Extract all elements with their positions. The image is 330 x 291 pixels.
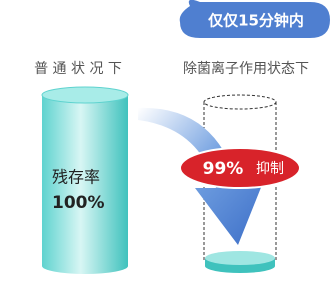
left-caption: 普 通 状 况 下: [34, 61, 122, 77]
illustration: 仅仅15分钟内 普 通 状 况 下 除菌离子作用状态下 残存率 100% 99%…: [0, 0, 330, 287]
bubble-text: 仅仅15分钟内: [207, 12, 304, 30]
left-label: 残存率: [52, 168, 100, 187]
left-value: 100%: [52, 193, 105, 213]
badge-value: 99%: [203, 159, 244, 179]
residual-disk-top: [205, 251, 275, 265]
left-cylinder-top: [42, 87, 128, 103]
right-caption: 除菌离子作用状态下: [183, 60, 309, 77]
right-cylinder-top: [204, 95, 276, 109]
badge-text: 抑制: [256, 161, 284, 177]
page: 仅仅15分钟内 普 通 状 况 下 除菌离子作用状态下 残存率 100% 99%…: [0, 0, 330, 291]
